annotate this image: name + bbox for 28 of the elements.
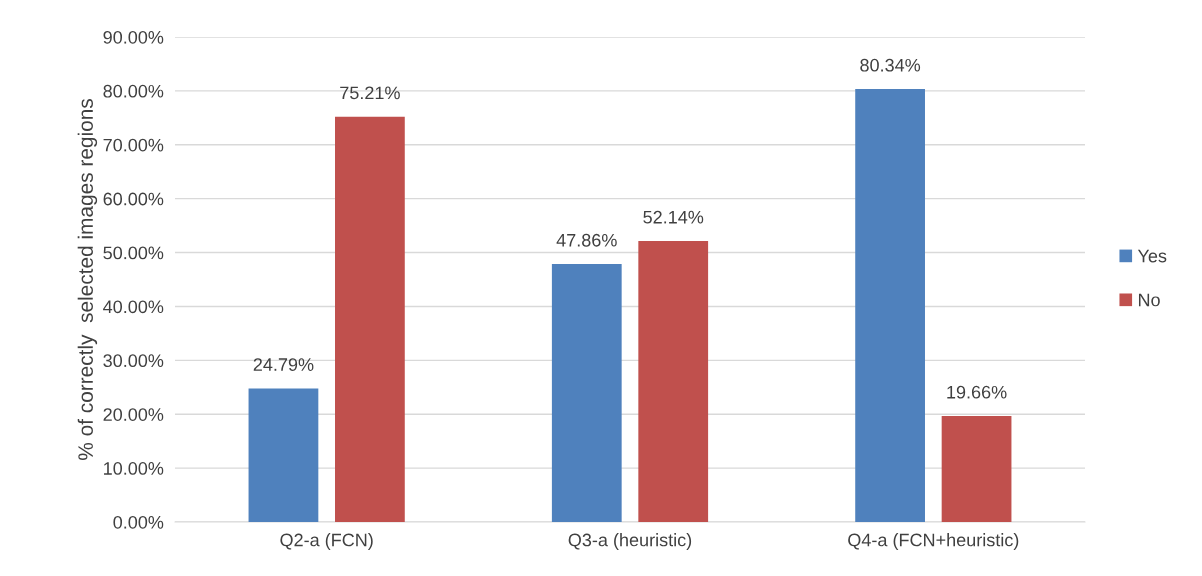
y-tick-label: 80.00% <box>103 84 164 98</box>
x-tick-label: Q3-a (heuristic) <box>568 533 692 550</box>
x-tick-label: Q2-a (FCN) <box>280 533 373 550</box>
bar <box>248 388 319 522</box>
bar <box>638 241 709 522</box>
data-label: 47.86% <box>556 233 617 247</box>
y-tick-label: 30.00% <box>103 354 164 368</box>
data-label: 19.66% <box>947 385 1007 399</box>
data-label: 80.34% <box>860 58 921 72</box>
y-tick-label: 50.00% <box>103 246 164 260</box>
legend-label: No <box>1138 293 1160 307</box>
legend-label: Yes <box>1137 249 1167 263</box>
x-tick-label: Q4-a (FCN+heuristic) <box>848 533 1019 550</box>
bar <box>855 89 925 522</box>
y-tick-label: 10.00% <box>104 462 164 475</box>
y-tick-label: 70.00% <box>103 138 164 152</box>
y-tick-label: 60.00% <box>103 192 164 206</box>
bar <box>941 416 1012 522</box>
bar <box>335 116 405 522</box>
data-label: 75.21% <box>340 86 400 100</box>
y-tick-label: 0.00% <box>113 515 164 529</box>
bar <box>551 264 622 522</box>
y-tick-label: 90.00% <box>103 30 164 44</box>
y-tick-label: 20.00% <box>103 408 164 421</box>
data-label: 24.79% <box>253 358 314 371</box>
y-axis-title: % of correctly selected images regions <box>77 99 98 460</box>
data-label: 52.14% <box>643 210 704 224</box>
y-tick-label: 40.00% <box>103 300 164 314</box>
